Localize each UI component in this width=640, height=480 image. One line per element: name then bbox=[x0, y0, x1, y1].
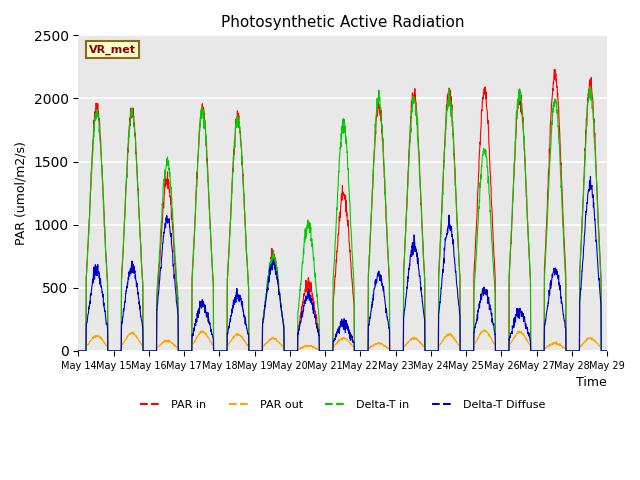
PAR out bbox=[358, 348, 365, 354]
Delta-T Diffuse bbox=[358, 348, 365, 354]
PAR in bbox=[550, 67, 558, 72]
Delta-T in bbox=[557, 167, 564, 172]
Line: PAR out: PAR out bbox=[79, 330, 607, 351]
Delta-T Diffuse bbox=[496, 348, 504, 354]
Delta-T Diffuse bbox=[587, 173, 595, 179]
Y-axis label: PAR (umol/m2/s): PAR (umol/m2/s) bbox=[15, 141, 28, 245]
PAR in bbox=[572, 348, 579, 354]
PAR in bbox=[358, 348, 365, 354]
Delta-T Diffuse bbox=[557, 283, 564, 288]
PAR in bbox=[604, 348, 611, 354]
PAR out bbox=[497, 348, 504, 354]
Delta-T in bbox=[572, 348, 579, 354]
PAR in bbox=[557, 154, 564, 160]
Delta-T in bbox=[496, 348, 504, 354]
PAR in bbox=[496, 348, 504, 354]
PAR out bbox=[480, 327, 488, 333]
Line: Delta-T Diffuse: Delta-T Diffuse bbox=[79, 176, 607, 351]
Delta-T in bbox=[75, 348, 83, 354]
Delta-T Diffuse bbox=[222, 348, 230, 354]
PAR in bbox=[222, 348, 230, 354]
Delta-T Diffuse bbox=[75, 348, 83, 354]
PAR out bbox=[604, 348, 611, 354]
Delta-T in bbox=[604, 348, 611, 354]
Delta-T Diffuse bbox=[572, 348, 579, 354]
Text: VR_met: VR_met bbox=[89, 45, 136, 55]
PAR out bbox=[75, 348, 83, 354]
Title: Photosynthetic Active Radiation: Photosynthetic Active Radiation bbox=[221, 15, 465, 30]
Delta-T Diffuse bbox=[604, 348, 611, 354]
Delta-T in bbox=[358, 348, 365, 354]
PAR out bbox=[222, 348, 230, 354]
PAR out bbox=[572, 348, 579, 354]
Delta-T in bbox=[222, 348, 230, 354]
PAR in bbox=[75, 348, 83, 354]
Delta-T in bbox=[369, 172, 377, 178]
Legend: PAR in, PAR out, Delta-T in, Delta-T Diffuse: PAR in, PAR out, Delta-T in, Delta-T Dif… bbox=[136, 396, 550, 415]
Delta-T in bbox=[586, 84, 593, 90]
Delta-T Diffuse bbox=[369, 292, 377, 298]
Line: PAR in: PAR in bbox=[79, 70, 607, 351]
X-axis label: Time: Time bbox=[577, 376, 607, 389]
PAR in bbox=[369, 169, 377, 175]
Line: Delta-T in: Delta-T in bbox=[79, 87, 607, 351]
PAR out bbox=[557, 342, 564, 348]
PAR out bbox=[369, 343, 377, 348]
